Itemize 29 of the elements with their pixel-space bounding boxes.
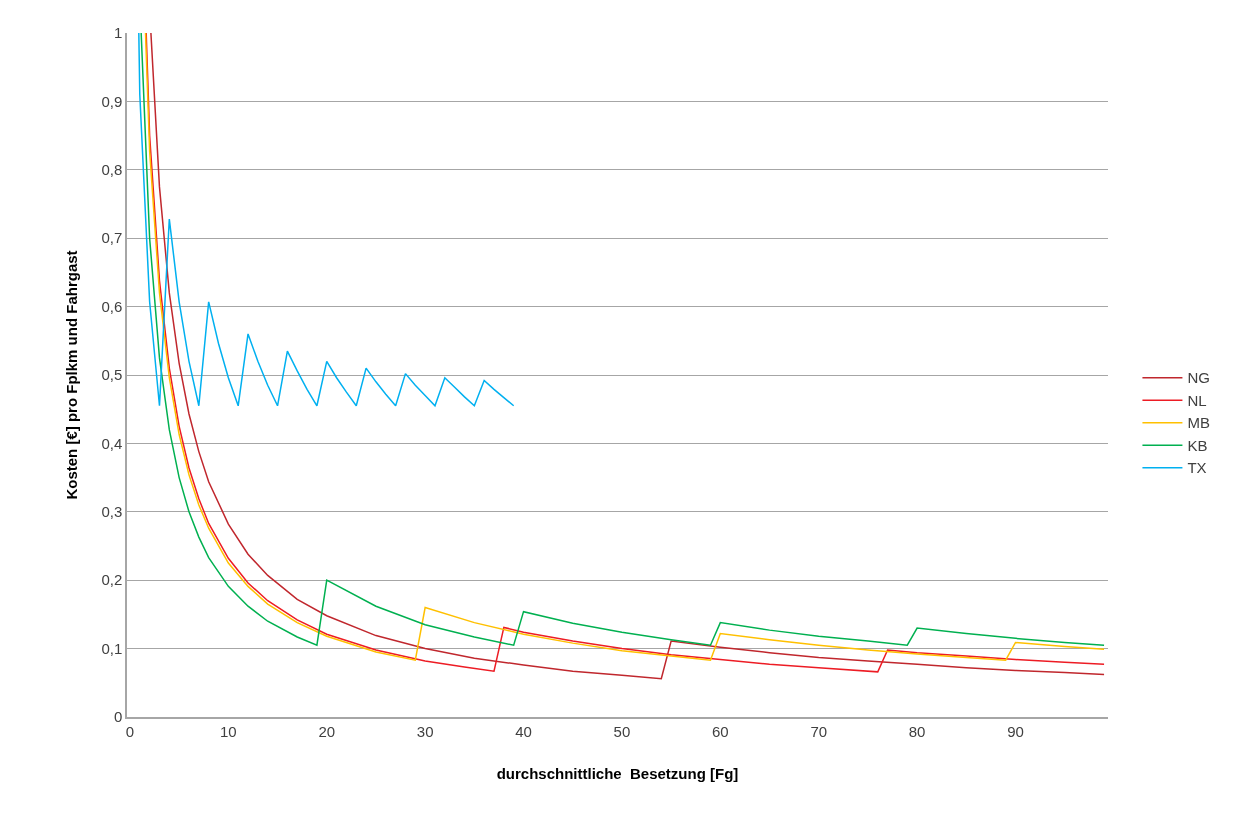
y-tick-label: 0,2 bbox=[101, 571, 123, 589]
y-tick-label: 0,7 bbox=[101, 229, 123, 247]
legend-label: NL bbox=[1187, 391, 1207, 409]
x-axis-title: durchschnittliche Besetzung [Fg] bbox=[496, 765, 739, 783]
y-tick-label: 0,4 bbox=[101, 434, 123, 452]
x-tick-label: 20 bbox=[318, 722, 336, 740]
legend-label: TX bbox=[1187, 459, 1207, 477]
x-tick-label: 80 bbox=[908, 722, 926, 740]
y-tick-label: 0,8 bbox=[101, 161, 123, 179]
y-axis-title: Kosten [€] pro Fplkm und Fahrgast bbox=[63, 250, 81, 500]
y-tick-label: 0,3 bbox=[101, 503, 123, 521]
y-tick-label: 0,5 bbox=[101, 366, 123, 384]
x-tick-label: 40 bbox=[515, 722, 532, 740]
x-tick-label: 50 bbox=[613, 722, 631, 740]
legend-label: MB bbox=[1187, 414, 1210, 432]
y-tick-label: 0,9 bbox=[101, 92, 123, 110]
x-tick-label: 0 bbox=[125, 722, 135, 740]
legend-label: NG bbox=[1187, 369, 1210, 387]
x-tick-label: 70 bbox=[810, 722, 828, 740]
x-tick-label: 60 bbox=[711, 722, 729, 740]
legend-label: KB bbox=[1187, 436, 1208, 454]
y-tick-label: 1 bbox=[113, 24, 123, 42]
x-tick-label: 30 bbox=[416, 722, 434, 740]
y-tick-label: 0,6 bbox=[101, 297, 123, 315]
x-tick-label: 10 bbox=[220, 722, 237, 740]
y-tick-label: 0 bbox=[113, 708, 123, 726]
y-tick-label: 0,1 bbox=[101, 639, 123, 657]
line-series bbox=[138, 33, 515, 407]
x-tick-label: 90 bbox=[1007, 722, 1024, 740]
